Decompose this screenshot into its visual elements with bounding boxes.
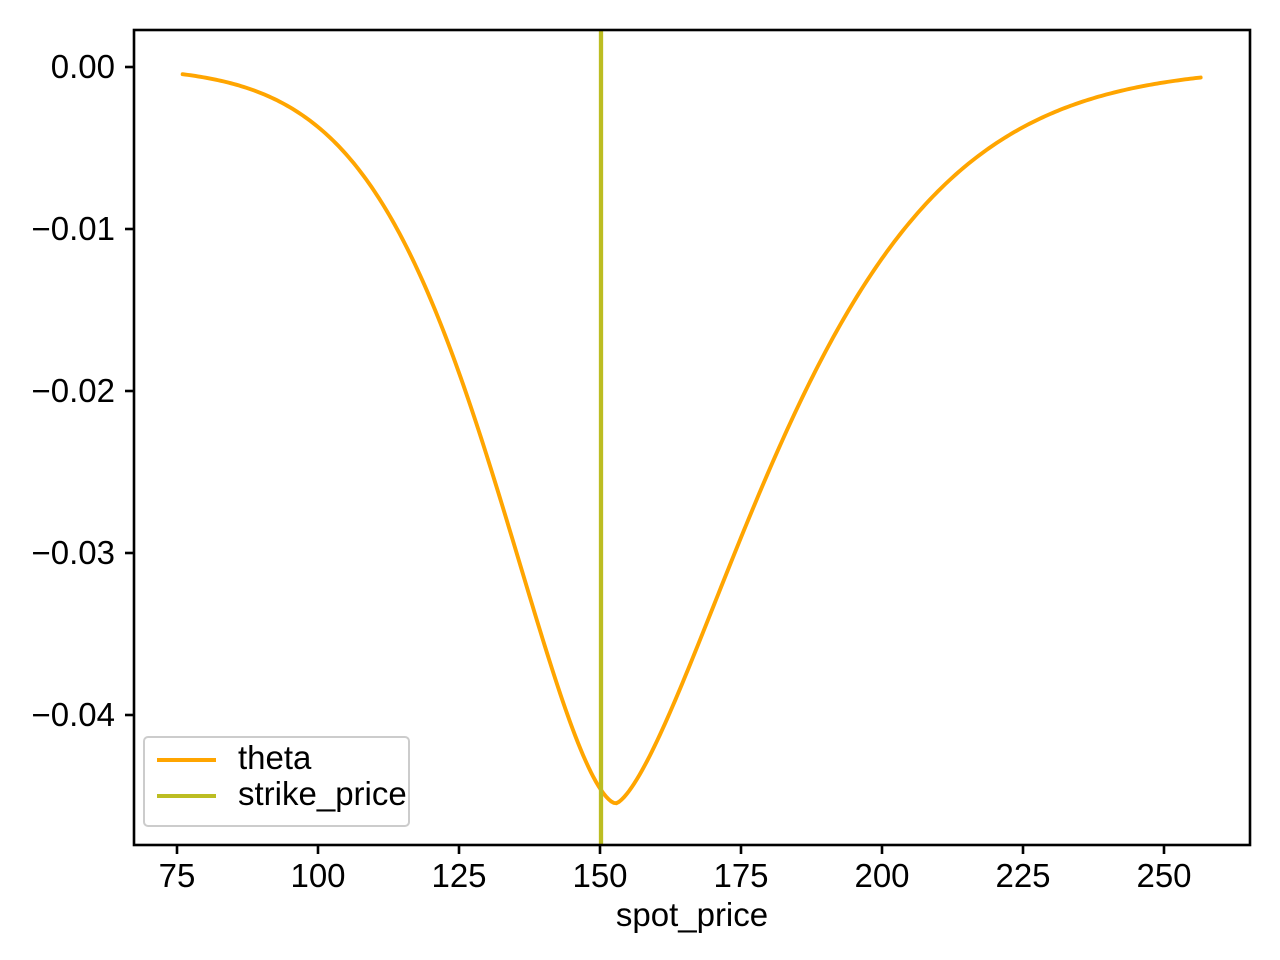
svg-text:100: 100 <box>290 857 345 894</box>
svg-text:175: 175 <box>713 857 768 894</box>
svg-text:−0.01: −0.01 <box>32 210 116 247</box>
svg-text:−0.03: −0.03 <box>32 534 116 571</box>
svg-text:225: 225 <box>995 857 1050 894</box>
svg-text:125: 125 <box>431 857 486 894</box>
svg-text:75: 75 <box>159 857 196 894</box>
svg-text:−0.04: −0.04 <box>32 696 116 733</box>
svg-text:150: 150 <box>572 857 627 894</box>
svg-text:−0.02: −0.02 <box>32 372 116 409</box>
svg-text:strike_price: strike_price <box>238 775 407 812</box>
svg-text:spot_price: spot_price <box>616 896 768 933</box>
svg-text:200: 200 <box>854 857 909 894</box>
svg-text:250: 250 <box>1136 857 1191 894</box>
svg-text:0.00: 0.00 <box>51 48 115 85</box>
svg-text:theta: theta <box>238 739 312 776</box>
